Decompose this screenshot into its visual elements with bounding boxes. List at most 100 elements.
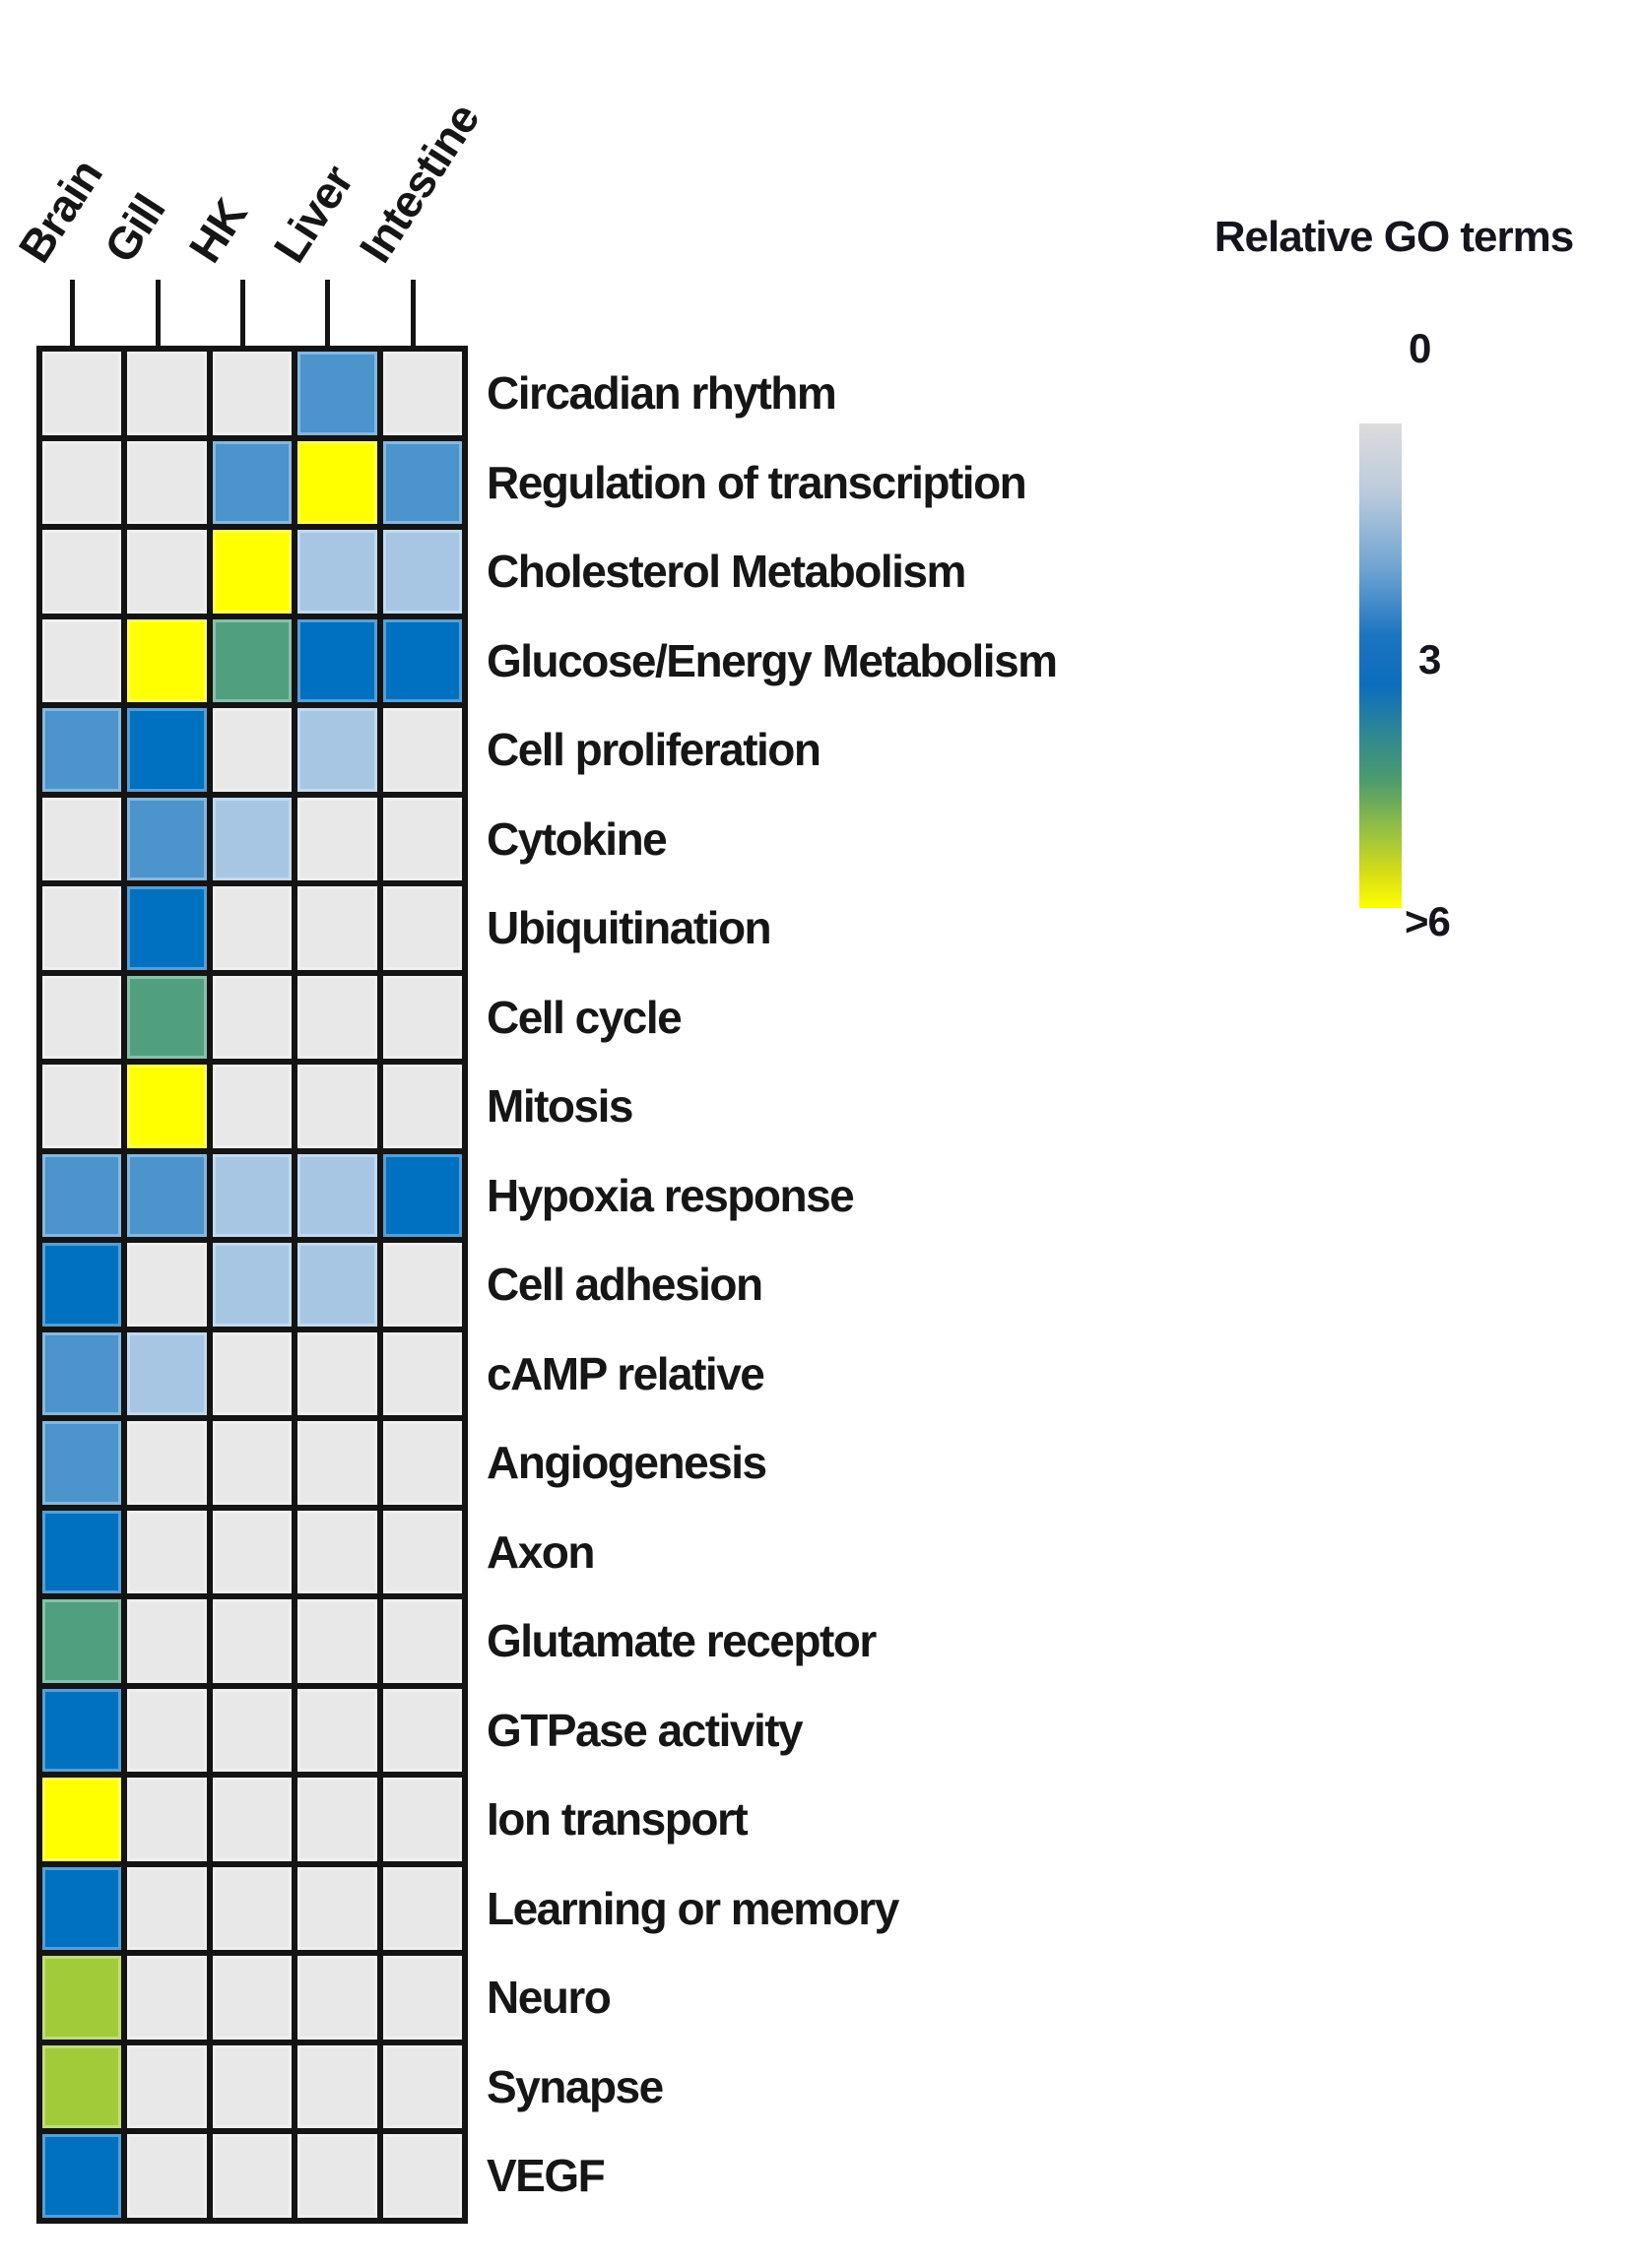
heatmap-row: [39, 349, 465, 438]
heatmap-cell-brain-row8: [39, 972, 125, 1062]
heatmap-cell-brain-row10: [39, 1150, 125, 1240]
heatmap-cell-hk-row18: [209, 1863, 296, 1953]
heatmap-cell-brain-row2: [39, 437, 125, 527]
heatmap-cell-intestine-row19: [379, 1953, 465, 2042]
heatmap-cell-hk-row3: [209, 527, 296, 616]
heatmap-cell-gill-row20: [124, 2041, 210, 2131]
heatmap-cell-liver-row14: [295, 1507, 380, 1596]
heatmap-cell-hk-row9: [209, 1062, 296, 1151]
heatmap-cell-brain-row11: [39, 1240, 125, 1329]
heatmap-cell-liver-row10: [295, 1150, 380, 1240]
row-label: VEGF: [487, 2150, 606, 2202]
heatmap-cell-hk-row13: [209, 1418, 296, 1508]
heatmap-cell-gill-row10: [124, 1150, 210, 1240]
row-label: Cytokine: [487, 812, 668, 865]
heatmap-cell-brain-row14: [39, 1507, 125, 1596]
heatmap-cell-liver-row6: [295, 794, 380, 883]
row-label: Circadian rhythm: [487, 367, 837, 420]
column-tick: [240, 280, 245, 355]
heatmap-cell-intestine-row2: [379, 437, 465, 527]
heatmap-cell-intestine-row7: [379, 883, 465, 973]
heatmap-row: [39, 1062, 465, 1151]
heatmap-cell-hk-row20: [209, 2041, 296, 2131]
heatmap-cell-hk-row10: [209, 1150, 296, 1240]
heatmap-cell-intestine-row15: [379, 1596, 465, 1686]
heatmap-cell-hk-row17: [209, 1775, 296, 1864]
heatmap-cell-brain-row5: [39, 705, 125, 795]
heatmap-cell-brain-row7: [39, 883, 125, 973]
heatmap-cell-gill-row14: [124, 1507, 210, 1596]
heatmap-cell-brain-row20: [39, 2041, 125, 2131]
heatmap-cell-gill-row2: [124, 437, 210, 527]
heatmap-cell-gill-row21: [124, 2131, 210, 2221]
heatmap-cell-intestine-row21: [379, 2131, 465, 2221]
heatmap-row: [39, 2131, 465, 2221]
heatmap-cell-gill-row12: [124, 1328, 210, 1418]
column-tick: [325, 280, 331, 355]
heatmap-cell-intestine-row12: [379, 1328, 465, 1418]
row-label: Hypoxia response: [487, 1169, 855, 1221]
heatmap-cell-intestine-row1: [379, 349, 465, 438]
row-label: Mitosis: [487, 1080, 633, 1133]
heatmap-cell-hk-row2: [209, 437, 296, 527]
heatmap-cell-liver-row21: [295, 2131, 380, 2221]
heatmap-cell-liver-row8: [295, 972, 380, 1062]
heatmap-cell-gill-row9: [124, 1062, 210, 1151]
heatmap-row: [39, 1953, 465, 2042]
heatmap-cell-hk-row12: [209, 1328, 296, 1418]
heatmap-row: [39, 1328, 465, 1418]
row-label: Ubiquitination: [487, 902, 772, 954]
heatmap-cell-brain-row13: [39, 1418, 125, 1508]
heatmap-cell-intestine-row4: [379, 616, 465, 705]
heatmap-cell-hk-row5: [209, 705, 296, 795]
legend-max-tick-label: 0: [1409, 325, 1431, 371]
legend-mid-tick-label: 3: [1418, 636, 1441, 682]
column-header-brain: Brain: [8, 150, 112, 272]
legend-colorbar: [1359, 423, 1402, 908]
heatmap-cell-gill-row3: [124, 527, 210, 616]
heatmap-cell-hk-row21: [209, 2131, 296, 2221]
heatmap-cell-brain-row21: [39, 2131, 125, 2221]
heatmap-cell-liver-row1: [295, 349, 380, 438]
row-label: Cholesterol Metabolism: [487, 546, 966, 598]
heatmap-cell-liver-row20: [295, 2041, 380, 2131]
heatmap-cell-liver-row18: [295, 1863, 380, 1953]
heatmap-cell-hk-row16: [209, 1685, 296, 1775]
heatmap-cell-intestine-row6: [379, 794, 465, 883]
heatmap-cell-hk-row1: [209, 349, 296, 438]
heatmap-cell-brain-row17: [39, 1775, 125, 1864]
heatmap-cell-gill-row7: [124, 883, 210, 973]
heatmap-cell-brain-row4: [39, 616, 125, 705]
row-label: Glucose/Energy Metabolism: [487, 634, 1058, 686]
heatmap-cell-intestine-row9: [379, 1062, 465, 1151]
heatmap-cell-liver-row2: [295, 437, 380, 527]
heatmap-cell-hk-row6: [209, 794, 296, 883]
heatmap-cell-intestine-row8: [379, 972, 465, 1062]
heatmap-cell-gill-row6: [124, 794, 210, 883]
heatmap-cell-hk-row14: [209, 1507, 296, 1596]
heatmap-cell-hk-row8: [209, 972, 296, 1062]
heatmap-cell-intestine-row20: [379, 2041, 465, 2131]
heatmap-cell-gill-row13: [124, 1418, 210, 1508]
heatmap-cell-intestine-row10: [379, 1150, 465, 1240]
heatmap-row: [39, 1685, 465, 1775]
row-label: Glutamate receptor: [487, 1615, 877, 1667]
heatmap-cell-gill-row1: [124, 349, 210, 438]
heatmap-cell-liver-row17: [295, 1775, 380, 1864]
heatmap-row: [39, 705, 465, 795]
heatmap-cell-brain-row3: [39, 527, 125, 616]
heatmap-cell-brain-row6: [39, 794, 125, 883]
heatmap-cell-intestine-row18: [379, 1863, 465, 1953]
heatmap-row: [39, 1418, 465, 1508]
heatmap-cell-hk-row7: [209, 883, 296, 973]
heatmap-row: [39, 1775, 465, 1864]
row-label: GTPase activity: [487, 1704, 804, 1756]
heatmap-row: [39, 1863, 465, 1953]
heatmap-cell-liver-row11: [295, 1240, 380, 1329]
heatmap-cell-brain-row18: [39, 1863, 125, 1953]
heatmap-cell-gill-row4: [124, 616, 210, 705]
heatmap-cell-gill-row16: [124, 1685, 210, 1775]
heatmap-row: [39, 527, 465, 616]
heatmap-cell-intestine-row13: [379, 1418, 465, 1508]
heatmap-cell-liver-row12: [295, 1328, 380, 1418]
